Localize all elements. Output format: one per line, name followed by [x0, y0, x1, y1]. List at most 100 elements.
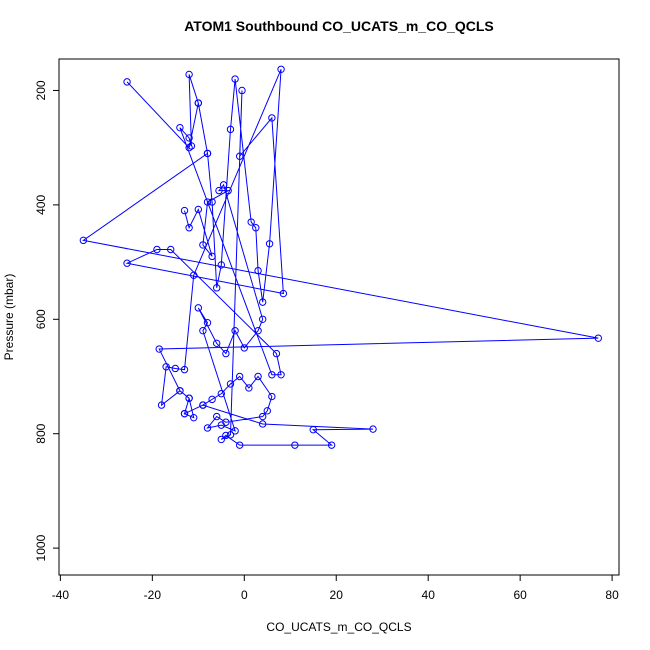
- data-point: [176, 387, 184, 395]
- data-point: [167, 245, 175, 254]
- data-point: [203, 198, 212, 206]
- y-tick-label: 200: [34, 80, 48, 100]
- y-tick-label: 400: [34, 195, 48, 215]
- data-point: [171, 364, 180, 373]
- data-point: [247, 218, 255, 226]
- data-point: [226, 380, 235, 388]
- data-point: [258, 420, 267, 428]
- data-point: [213, 284, 221, 292]
- data-point: [254, 266, 262, 275]
- data-point: [594, 334, 603, 342]
- data-point: [217, 421, 225, 429]
- data-point: [123, 78, 131, 86]
- data-point: [235, 372, 244, 381]
- data-point: [327, 441, 336, 449]
- data-point: [199, 327, 207, 335]
- y-tick-label: 1000: [34, 534, 48, 561]
- data-point: [213, 412, 221, 421]
- data-point: [258, 315, 267, 323]
- data-point: [240, 344, 248, 352]
- data-point: [258, 298, 267, 306]
- y-axis-label: Pressure (mbar): [2, 274, 16, 361]
- data-point: [176, 123, 184, 132]
- data-point: [254, 327, 262, 335]
- data-point: [222, 431, 230, 440]
- data-point: [277, 371, 285, 379]
- data-point: [217, 389, 225, 398]
- data-point: [203, 319, 212, 327]
- data-point: [235, 441, 244, 449]
- data-point: [231, 427, 239, 435]
- x-tick-label: 80: [605, 588, 619, 602]
- data-point: [272, 349, 281, 358]
- data-point: [226, 431, 235, 439]
- x-tick-label: 60: [513, 588, 527, 602]
- data-point: [219, 181, 228, 189]
- data-point: [123, 259, 131, 267]
- data-point: [162, 363, 170, 371]
- data-point: [185, 134, 193, 142]
- plot-frame: [58, 58, 620, 576]
- data-point: [258, 412, 267, 421]
- data-point: [187, 142, 196, 150]
- data-point: [213, 339, 221, 348]
- data-point: [194, 99, 203, 107]
- data-point: [268, 114, 276, 122]
- data-point: [203, 149, 212, 158]
- data-point: [180, 206, 189, 215]
- data-point: [217, 261, 225, 269]
- chart-title: ATOM1 Southbound CO_UCATS_m_CO_QCLS: [184, 18, 494, 34]
- data-point: [194, 304, 203, 312]
- data-point: [231, 75, 239, 83]
- data-point: [185, 394, 193, 402]
- data-point: [190, 413, 198, 422]
- data-point: [263, 407, 271, 415]
- data-point: [217, 435, 225, 444]
- data-point: [208, 252, 216, 261]
- data-point: [254, 372, 262, 381]
- x-tick-label: -40: [52, 588, 70, 602]
- data-point: [185, 143, 193, 152]
- data-point: [279, 289, 288, 298]
- data-point: [238, 86, 246, 95]
- data-point: [369, 425, 377, 433]
- data-point: [309, 425, 317, 434]
- data-point: [185, 70, 193, 79]
- x-tick-label: -20: [144, 588, 162, 602]
- data-point: [265, 240, 274, 248]
- data-point: [194, 205, 203, 214]
- data-point: [245, 384, 253, 392]
- data-point: [185, 224, 193, 232]
- data-point: [203, 424, 212, 432]
- data-point: [208, 198, 216, 206]
- data-point: [79, 236, 88, 245]
- x-tick-label: 40: [422, 588, 436, 602]
- data-point: [180, 409, 189, 418]
- data-point: [277, 65, 285, 73]
- x-axis-label: CO_UCATS_m_CO_QCLS: [266, 620, 411, 634]
- data-point: [226, 125, 235, 134]
- y-tick-label: 800: [34, 423, 48, 443]
- data-point: [157, 401, 166, 409]
- data-point: [291, 441, 299, 449]
- data-point: [231, 327, 239, 335]
- data-point: [268, 371, 276, 379]
- y-tick-label: 600: [34, 309, 48, 329]
- data-point: [208, 395, 216, 404]
- data-point: [268, 392, 276, 401]
- data-point: [252, 224, 260, 232]
- data-point: [222, 349, 230, 358]
- x-tick-label: 0: [241, 588, 248, 602]
- data-line: [82, 69, 599, 446]
- data-point: [199, 241, 207, 249]
- data-point: [235, 152, 244, 160]
- data-point: [224, 186, 232, 195]
- data-point: [199, 401, 207, 409]
- x-tick-label: 20: [330, 588, 344, 602]
- data-point: [180, 365, 189, 374]
- data-point: [215, 186, 223, 195]
- data-point: [190, 271, 198, 279]
- data-point: [153, 245, 161, 254]
- data-point: [155, 345, 163, 353]
